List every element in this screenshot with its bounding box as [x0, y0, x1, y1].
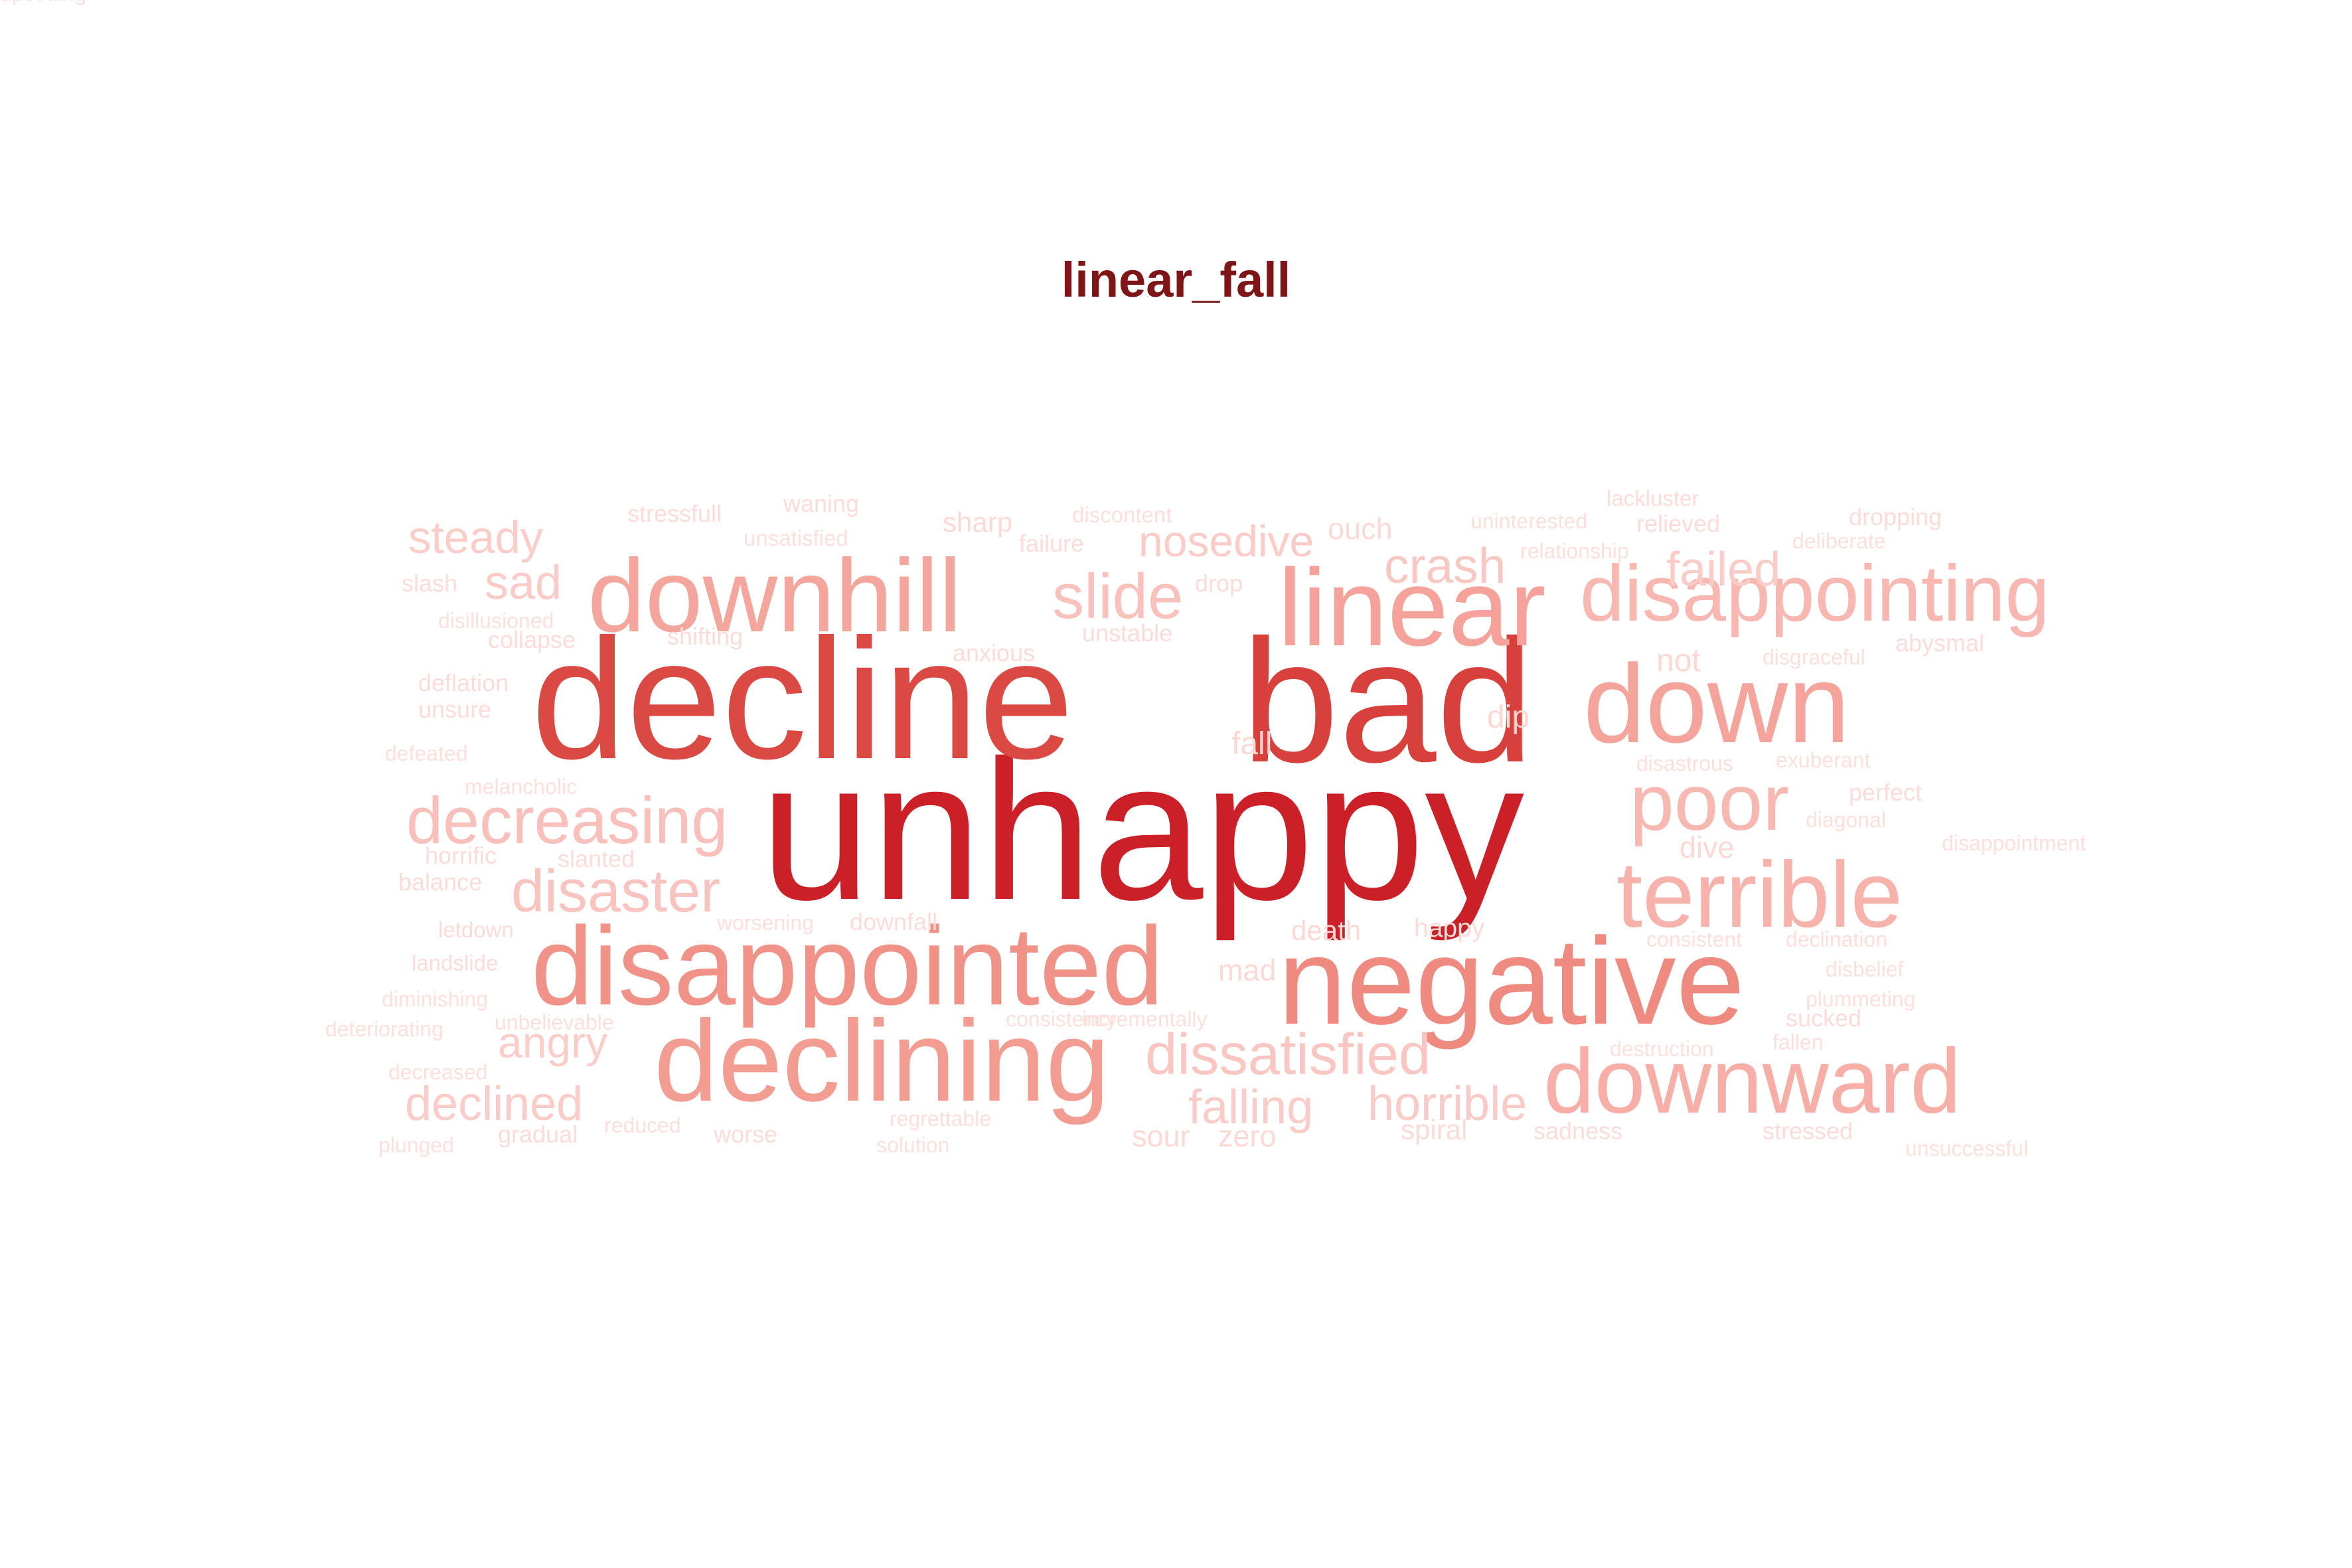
- cloud-word: landslide: [412, 951, 499, 975]
- cloud-word: deteriorating: [325, 1017, 443, 1041]
- cloud-word: ouch: [1328, 512, 1393, 546]
- cloud-word: solution: [876, 1133, 950, 1157]
- cloud-word: relieved: [1636, 510, 1721, 537]
- cloud-word: poor: [1630, 758, 1790, 847]
- cloud-word: disbelief: [1826, 957, 1904, 981]
- cloud-word: exuberant: [1776, 748, 1871, 772]
- cloud-word: downfall: [850, 908, 938, 935]
- cloud-word: incrementally: [1082, 1007, 1208, 1031]
- cloud-word: down: [1583, 641, 1850, 766]
- cloud-word: anxious: [953, 639, 1036, 666]
- cloud-word: sharp: [943, 507, 1013, 538]
- cloud-word: horrible: [1368, 1077, 1528, 1131]
- cloud-word: slide: [1052, 561, 1184, 632]
- cloud-word: decline: [531, 603, 1074, 795]
- cloud-word: relationship: [1520, 539, 1629, 563]
- cloud-word: gradual: [498, 1121, 578, 1148]
- cloud-word: death: [1291, 915, 1362, 946]
- cloud-word: decreasing: [406, 783, 728, 857]
- cloud-word: abysmal: [1895, 629, 1985, 657]
- cloud-word: deflation: [418, 669, 509, 696]
- cloud-word: regrettable: [890, 1107, 991, 1131]
- cloud-word: consistency: [1006, 1007, 1117, 1031]
- cloud-word: zero: [1218, 1119, 1277, 1153]
- cloud-word: diminishing: [382, 987, 489, 1011]
- cloud-word: falling: [1188, 1081, 1314, 1134]
- cloud-word: disillusioned: [438, 609, 554, 633]
- cloud-word: failure: [1019, 530, 1085, 557]
- cloud-word: dissatisfied: [1145, 1022, 1431, 1087]
- cloud-word: unsure: [418, 696, 492, 723]
- cloud-word: waning: [783, 490, 860, 517]
- cloud-word: slash: [402, 570, 458, 597]
- cloud-word: terrible: [1616, 842, 1903, 947]
- cloud-word: dip: [1487, 700, 1530, 735]
- cloud-word: horrific: [425, 842, 497, 869]
- cloud-word: mad: [1218, 953, 1277, 987]
- cloud-word: upsetting: [0, 0, 86, 4]
- cloud-word: declining: [654, 996, 1110, 1125]
- cloud-word: angry: [498, 1018, 608, 1067]
- cloud-word: downward: [1543, 1030, 1962, 1133]
- cloud-word: sadness: [1533, 1117, 1623, 1144]
- cloud-word: fall: [1231, 726, 1273, 761]
- cloud-word: destruction: [1610, 1037, 1714, 1061]
- cloud-word: unsatisfied: [744, 526, 848, 550]
- cloud-word: linear: [1278, 546, 1546, 668]
- cloud-word: crash: [1384, 538, 1506, 593]
- cloud-word: plummeting: [1806, 987, 1916, 1011]
- cloud-word: consistent: [1646, 927, 1743, 951]
- cloud-word: letdown: [438, 917, 514, 942]
- cloud-word: plunged: [378, 1133, 454, 1157]
- cloud-word: disappointed: [531, 903, 1164, 1028]
- cloud-word: steady: [408, 512, 544, 563]
- word-cloud-title: linear_fall: [1061, 252, 1291, 307]
- cloud-word: declined: [405, 1077, 584, 1131]
- cloud-word: perfect: [1849, 779, 1922, 806]
- cloud-word: defeated: [385, 742, 468, 765]
- cloud-word: melancholic: [465, 775, 577, 799]
- cloud-word: lackluster: [1607, 486, 1699, 510]
- cloud-word: diagonal: [1806, 808, 1886, 832]
- cloud-word: stressfull: [627, 500, 722, 527]
- cloud-word: sad: [485, 556, 562, 609]
- cloud-word: downhill: [588, 538, 962, 654]
- cloud-word: spiral: [1401, 1114, 1468, 1145]
- cloud-word: disappointment: [1942, 831, 2086, 855]
- cloud-word: slanted: [558, 845, 635, 872]
- cloud-word: deliberate: [1792, 529, 1886, 553]
- cloud-word: nosedive: [1138, 516, 1314, 566]
- cloud-word: sour: [1132, 1119, 1190, 1153]
- cloud-word: fallen: [1772, 1030, 1824, 1054]
- cloud-word: not: [1656, 643, 1701, 678]
- cloud-word: worse: [714, 1121, 778, 1148]
- cloud-word: happy: [1414, 914, 1485, 943]
- cloud-word: reduced: [604, 1113, 681, 1137]
- cloud-word: failed: [1666, 543, 1781, 596]
- cloud-word: unstable: [1082, 619, 1173, 647]
- cloud-word: sucked: [1786, 1004, 1862, 1032]
- cloud-word: worsening: [717, 911, 814, 935]
- cloud-word: bad: [1241, 603, 1534, 799]
- cloud-word: collapse: [488, 626, 576, 653]
- cloud-word: unbelievable: [495, 1010, 614, 1034]
- cloud-word: declination: [1786, 927, 1887, 951]
- cloud-word: dropping: [1849, 503, 1942, 530]
- cloud-word: disaster: [511, 858, 721, 925]
- cloud-word: uninterested: [1470, 509, 1588, 533]
- cloud-word: shifting: [667, 623, 744, 650]
- cloud-word: disappointing: [1580, 549, 2050, 638]
- cloud-word: disgraceful: [1763, 645, 1865, 669]
- cloud-word: discontent: [1072, 503, 1172, 527]
- cloud-word: dive: [1680, 830, 1735, 864]
- cloud-word: negative: [1278, 913, 1745, 1050]
- cloud-word: decreased: [388, 1060, 488, 1084]
- cloud-word: unsuccessful: [1905, 1137, 2028, 1160]
- cloud-word: unhappy: [760, 718, 1525, 941]
- cloud-word: disastrous: [1636, 751, 1733, 775]
- cloud-word: drop: [1195, 570, 1243, 597]
- cloud-word: balance: [398, 868, 483, 896]
- cloud-word: stressed: [1763, 1117, 1853, 1144]
